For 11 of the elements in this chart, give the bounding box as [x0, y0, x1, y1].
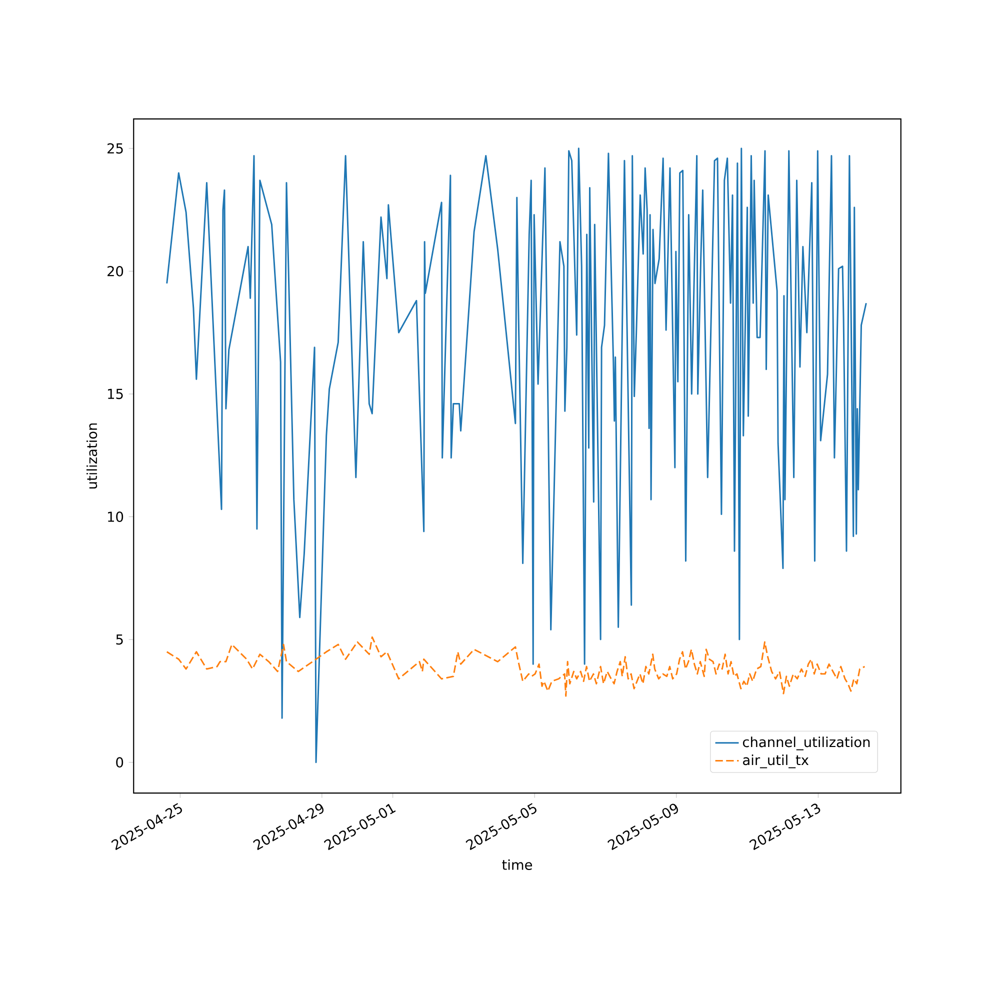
y-tick-label: 10 — [108, 511, 124, 522]
y-tick-label: 25 — [108, 143, 123, 154]
y-tick-label: 15 — [108, 388, 123, 399]
line-series — [166, 636, 866, 697]
y-axis-title: utilization — [86, 423, 98, 488]
y-tick-label: 0 — [116, 756, 124, 768]
legend-label: air_util_tx — [743, 754, 809, 768]
y-tick-label: 5 — [116, 634, 123, 644]
legend-label: channel_utilization — [742, 736, 870, 750]
y-tick-label: 20 — [108, 266, 124, 276]
x-axis-title: time — [502, 859, 532, 870]
